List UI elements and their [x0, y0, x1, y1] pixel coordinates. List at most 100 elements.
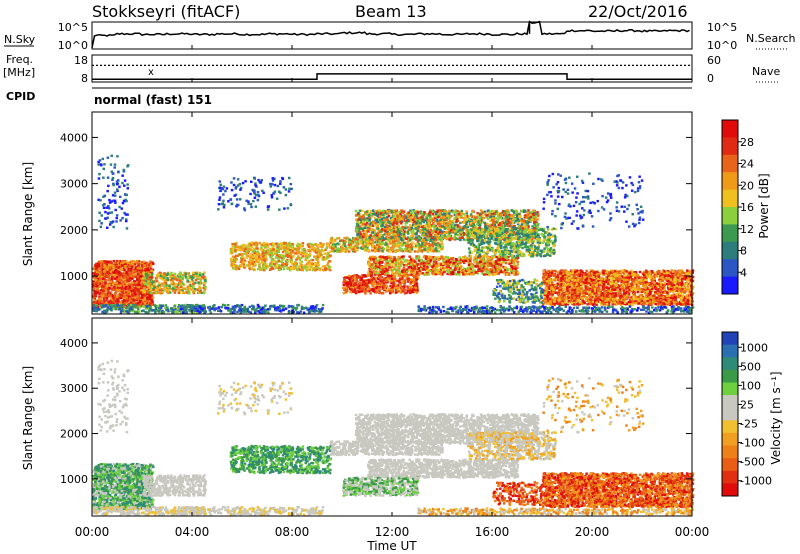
- power-cell: [194, 275, 197, 278]
- power-cell: [132, 301, 135, 304]
- power-cell: [198, 286, 202, 290]
- power-cell: [436, 244, 440, 247]
- power-cell: [254, 309, 257, 312]
- power-cell: [245, 264, 249, 267]
- power-cell: [275, 262, 278, 266]
- power-cell: [125, 296, 128, 299]
- power-cell: [409, 238, 412, 242]
- power-cell: [405, 249, 408, 253]
- power-cell: [481, 211, 484, 214]
- power-cell: [276, 306, 280, 309]
- power-cell: [229, 252, 233, 255]
- power-cell: [195, 272, 198, 276]
- power-cell: [144, 276, 148, 279]
- power-cell: [143, 264, 146, 267]
- power-cell: [170, 281, 173, 284]
- power-cell: [444, 210, 448, 213]
- power-cell: [188, 280, 191, 284]
- power-cell: [310, 308, 314, 311]
- power-cell: [321, 265, 325, 268]
- power-cell: [145, 305, 149, 309]
- power-cell: [301, 269, 304, 272]
- power-cell: [308, 307, 311, 310]
- power-cell: [390, 209, 393, 212]
- power-cell: [323, 252, 326, 256]
- power-cell: [257, 305, 261, 308]
- power-cell: [254, 242, 258, 245]
- power-cell: [255, 255, 258, 258]
- power-cell: [184, 303, 188, 307]
- power-cell: [514, 220, 517, 223]
- power-cell: [360, 238, 363, 241]
- power-cell: [391, 223, 395, 226]
- power-cell: [326, 257, 329, 260]
- power-cell: [100, 304, 103, 307]
- power-cell: [281, 246, 284, 249]
- power-cell: [240, 258, 243, 262]
- power-cell: [270, 255, 273, 259]
- power-cell: [94, 294, 98, 298]
- power-cell: [137, 283, 140, 286]
- power-cell: [400, 248, 404, 251]
- power-cell: [268, 305, 272, 308]
- power-cell: [184, 272, 188, 275]
- power-cell: [253, 260, 256, 264]
- power-cell: [335, 250, 339, 253]
- power-cell: [381, 249, 384, 252]
- beam-title: Beam 13: [355, 2, 427, 21]
- power-cell: [522, 210, 526, 213]
- power-cell: [364, 245, 367, 248]
- power-cell: [251, 250, 254, 253]
- power-cell: [315, 304, 319, 307]
- power-cell: [320, 243, 324, 246]
- power-cell: [374, 249, 377, 252]
- power-cell: [189, 306, 193, 309]
- power-cell: [102, 296, 106, 299]
- power-cell: [127, 309, 131, 313]
- power-cell: [296, 311, 299, 314]
- power-cell: [482, 217, 485, 220]
- power-cell: [325, 267, 329, 270]
- power-cell: [192, 291, 196, 295]
- power-cell: [96, 284, 99, 288]
- power-cell: [498, 212, 501, 215]
- power-cell: [152, 292, 156, 295]
- power-cell: [133, 299, 136, 302]
- power-cell: [161, 304, 164, 308]
- power-cell: [176, 307, 179, 310]
- power-cell: [221, 303, 225, 307]
- power-cell: [436, 228, 439, 231]
- power-cell: [189, 284, 193, 288]
- power-cell: [92, 302, 95, 306]
- power-cell: [163, 287, 166, 290]
- power-cell: [123, 285, 126, 288]
- power-cell: [128, 276, 131, 279]
- power-cell: [371, 243, 375, 247]
- power-cell: [163, 306, 167, 309]
- power-cell: [369, 234, 372, 237]
- power-cell: [97, 275, 100, 278]
- power-cell: [193, 309, 197, 312]
- power-cell: [236, 310, 239, 313]
- power-cell: [96, 269, 100, 272]
- power-cell: [367, 230, 370, 233]
- power-cell: [400, 229, 403, 232]
- power-cell: [159, 276, 162, 280]
- power-cell: [234, 250, 237, 253]
- power-cell: [305, 263, 309, 266]
- power-cell: [237, 267, 241, 270]
- power-cell: [142, 282, 145, 286]
- power-cell: [93, 286, 96, 289]
- power-cell: [131, 293, 134, 296]
- power-cell: [127, 292, 130, 296]
- power-cell: [270, 263, 274, 266]
- power-cell: [277, 266, 280, 269]
- power-cell: [149, 260, 152, 263]
- power-cell: [92, 306, 95, 310]
- power-cell: [454, 232, 458, 236]
- power-cell: [453, 235, 456, 238]
- power-cell: [157, 306, 161, 309]
- power-cell: [270, 265, 274, 269]
- power-cell: [136, 287, 139, 290]
- power-cell: [434, 233, 437, 236]
